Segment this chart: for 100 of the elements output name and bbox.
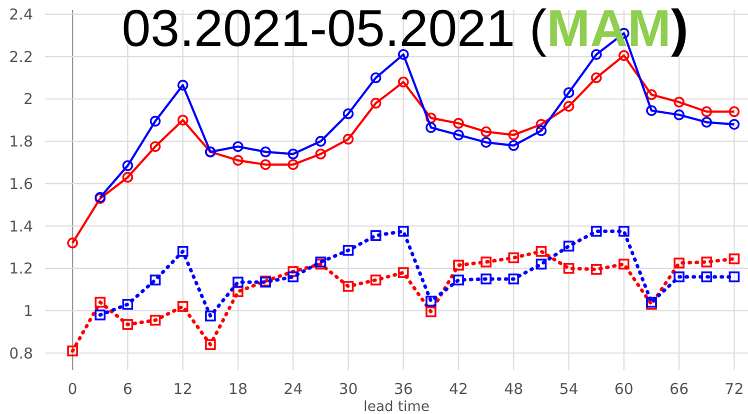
point — [122, 319, 134, 330]
point — [342, 244, 354, 256]
point — [398, 76, 409, 88]
point — [288, 148, 299, 160]
point — [674, 258, 684, 268]
point — [563, 100, 574, 112]
x-tick-label: 36 — [394, 380, 413, 398]
point — [453, 274, 464, 286]
point — [728, 106, 740, 118]
point — [590, 72, 602, 84]
point — [426, 122, 436, 133]
point — [232, 286, 244, 298]
y-tick-label: 1.8 — [9, 132, 33, 151]
x-tick-label: 24 — [284, 380, 303, 398]
point — [398, 267, 409, 278]
point — [480, 256, 492, 268]
point — [177, 246, 188, 257]
point — [150, 314, 161, 326]
x-tick-label: 66 — [670, 380, 689, 398]
point — [370, 98, 382, 109]
point — [315, 256, 326, 268]
y-tick-label: 1 — [23, 302, 33, 320]
point — [315, 136, 326, 147]
point — [508, 274, 520, 284]
point — [288, 266, 299, 277]
point — [370, 230, 382, 241]
point — [232, 276, 244, 288]
point — [508, 252, 520, 264]
y-tick-label: 1.6 — [9, 174, 33, 193]
point — [260, 159, 271, 170]
point — [122, 298, 134, 310]
x-tick-label: 72 — [724, 380, 744, 398]
point — [150, 274, 161, 286]
point — [590, 264, 602, 275]
x-tick-label: 18 — [228, 380, 248, 398]
y-tick-label: 2 — [23, 90, 33, 108]
point — [590, 49, 602, 60]
point — [646, 89, 657, 100]
x-axis-title: lead time — [363, 399, 430, 414]
point — [177, 80, 188, 91]
y-tick-label: 1.4 — [9, 217, 33, 236]
point — [177, 301, 188, 312]
point — [370, 72, 382, 84]
point — [590, 226, 602, 237]
point — [370, 274, 382, 286]
point — [453, 118, 464, 129]
point — [480, 126, 492, 138]
point — [232, 141, 244, 152]
point — [398, 226, 409, 237]
x-tick-label: 12 — [173, 380, 192, 398]
y-tick-label: 2.2 — [9, 48, 33, 66]
point — [342, 134, 354, 145]
point — [536, 125, 547, 136]
x-tick-label: 54 — [559, 380, 578, 398]
point — [342, 280, 354, 292]
point — [426, 306, 436, 318]
point — [205, 310, 216, 322]
point — [508, 130, 520, 140]
point — [674, 96, 684, 108]
y-tick-label: 2.4 — [9, 5, 33, 24]
point — [563, 87, 574, 98]
point — [177, 114, 188, 126]
y-tick-label: 1.2 — [9, 260, 33, 278]
y-tick-label: 0.8 — [9, 344, 33, 362]
point — [618, 50, 630, 61]
x-tick-label: 30 — [338, 380, 358, 398]
point — [563, 262, 574, 274]
point — [728, 253, 740, 264]
x-tick-label: 6 — [122, 380, 132, 398]
point — [453, 260, 464, 271]
point — [67, 346, 78, 356]
point — [232, 154, 244, 166]
point — [728, 118, 740, 130]
point — [618, 226, 630, 237]
point — [150, 116, 161, 127]
point — [205, 339, 216, 350]
point — [563, 240, 574, 252]
chart-title: 03.2021-05.2021 (MAM) — [122, 0, 688, 58]
point — [646, 105, 657, 116]
point — [122, 172, 134, 183]
point — [315, 148, 326, 160]
point — [701, 256, 712, 268]
point — [453, 130, 464, 140]
point — [701, 271, 712, 282]
point — [260, 146, 271, 158]
point — [480, 274, 492, 284]
point — [674, 271, 684, 282]
point — [701, 116, 712, 128]
point — [674, 109, 684, 120]
point — [480, 136, 492, 148]
point — [398, 49, 409, 60]
point — [94, 296, 106, 308]
x-tick-label: 60 — [614, 380, 634, 398]
point — [122, 160, 134, 172]
point — [728, 271, 740, 282]
point — [701, 106, 712, 118]
point — [288, 271, 299, 282]
point — [94, 310, 106, 320]
point — [67, 238, 78, 248]
point — [618, 258, 630, 270]
